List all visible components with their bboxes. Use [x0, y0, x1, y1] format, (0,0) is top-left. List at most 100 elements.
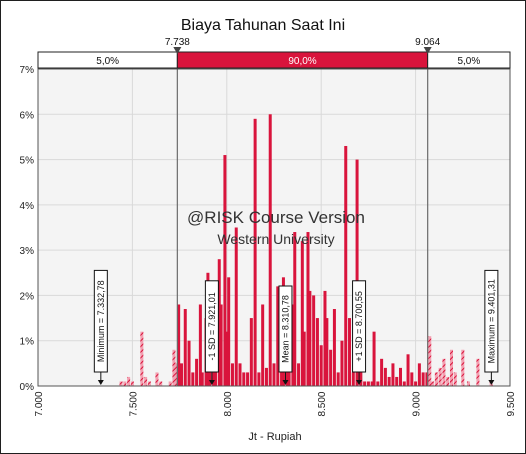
marker-arrow: [208, 380, 215, 385]
marker-box: [93, 269, 108, 373]
y-tick-label: 2%: [20, 291, 35, 302]
watermark-line1: @RISK Course Version: [187, 208, 365, 227]
y-tick-label: 0%: [20, 382, 35, 393]
histogram-bar: [363, 381, 367, 386]
histogram-bar: [253, 118, 257, 387]
band-middle-label: 90,0%: [288, 56, 316, 67]
histogram-bar: [183, 309, 187, 386]
histogram-bar: [249, 318, 253, 386]
histogram-bar: [230, 363, 234, 386]
left-cutoff-handle[interactable]: [173, 47, 182, 54]
y-tick-label: 4%: [20, 201, 35, 212]
plot-background: [38, 69, 510, 386]
band-right-label: 5,0%: [457, 56, 480, 67]
histogram-bar: [325, 318, 329, 386]
histogram-bar: [466, 381, 470, 386]
histogram-bar: [242, 372, 246, 386]
histogram-bar: [127, 376, 131, 386]
x-tick-label: 9.000: [412, 391, 423, 416]
histogram-bar: [380, 358, 384, 386]
watermark-line2: Western University: [217, 231, 334, 247]
x-axis-label: Jt - Rupiah: [248, 431, 301, 443]
histogram-bar: [119, 381, 123, 386]
histogram-bar: [191, 372, 195, 386]
histogram-bar: [453, 372, 457, 386]
histogram-bar: [195, 358, 199, 386]
histogram-bar: [238, 363, 242, 386]
marker-label: Minimum = 7.332,78: [96, 280, 106, 362]
histogram-bar: [144, 376, 148, 386]
histogram-bar: [225, 331, 229, 386]
marker-arrow: [282, 380, 289, 385]
histogram-bar: [323, 290, 327, 386]
plot-border: [37, 68, 511, 387]
histogram-bar: [410, 372, 414, 386]
histogram-bar: [187, 340, 191, 386]
histogram-bar: [257, 372, 261, 386]
y-tick-label: 5%: [20, 156, 35, 167]
histogram-bar: [300, 241, 304, 386]
histogram-bar: [223, 155, 227, 386]
histogram-bar: [406, 354, 410, 386]
histogram-bar: [414, 381, 418, 386]
histogram-bar: [329, 349, 333, 386]
band-right: [427, 51, 511, 69]
histogram-bar: [155, 372, 159, 386]
histogram-bar: [179, 363, 183, 386]
histogram-bar: [276, 286, 280, 386]
histogram-bar: [219, 304, 223, 386]
histogram-bar: [217, 259, 221, 386]
histogram-bar: [147, 381, 151, 386]
histogram-bar: [370, 381, 374, 386]
histogram-bar: [227, 277, 231, 386]
histogram-bar: [174, 363, 178, 386]
y-tick-label: 3%: [20, 246, 35, 257]
histogram-bar: [446, 376, 450, 386]
histogram-bar: [308, 290, 312, 386]
histogram-bar: [355, 159, 359, 386]
histogram-bar: [297, 363, 301, 386]
histogram-bar: [287, 363, 291, 386]
histogram-bar: [172, 349, 176, 386]
histogram-bar: [268, 114, 272, 387]
x-tick-label: 7.000: [34, 391, 45, 416]
histogram-bar: [340, 340, 344, 386]
histogram-bar: [391, 363, 395, 386]
histogram-bar: [476, 358, 480, 386]
x-tick-label: 8.000: [223, 391, 234, 416]
histogram-bar: [312, 295, 316, 386]
histogram-bar: [425, 372, 429, 386]
marker-box: [352, 280, 367, 373]
marker-label: Maximum = 9.401,31: [486, 279, 496, 363]
histogram-bar: [461, 349, 465, 386]
histogram-bar: [336, 372, 340, 386]
histogram-bar: [395, 376, 399, 386]
histogram-bar: [264, 367, 268, 386]
stat-markers: Minimum = 7.332,78 -1 SD = 7.921,01 Mean =…: [93, 269, 499, 385]
histogram-bar: [213, 363, 217, 386]
histogram-bar: [272, 363, 276, 386]
marker-box: [484, 269, 499, 373]
marker-arrow: [488, 380, 495, 385]
x-tick-label: 9.500: [506, 391, 517, 416]
histogram-bar: [344, 145, 348, 386]
histogram-bar: [140, 331, 144, 386]
histogram-bar: [428, 336, 432, 386]
histogram-bar: [315, 318, 319, 386]
histogram-bar: [177, 304, 181, 386]
histogram-bar: [449, 349, 453, 386]
histogram-bar: [372, 331, 376, 386]
histogram-bar: [198, 304, 202, 386]
right-cutoff-handle[interactable]: [423, 47, 432, 54]
histogram-bar: [421, 372, 425, 386]
marker-label: +1 SD = 8.700,55: [354, 291, 364, 362]
histogram-bar: [168, 381, 172, 386]
histogram-bar: [123, 381, 127, 386]
histogram-bar: [319, 345, 323, 386]
histogram-bar: [438, 367, 442, 386]
histogram-bar: [431, 381, 435, 386]
percent-band: 5,0% 90,0% 5,0% 7.738 9.064: [37, 37, 511, 69]
cutoff-lines: [176, 52, 429, 386]
histogram-bar: [130, 381, 134, 386]
